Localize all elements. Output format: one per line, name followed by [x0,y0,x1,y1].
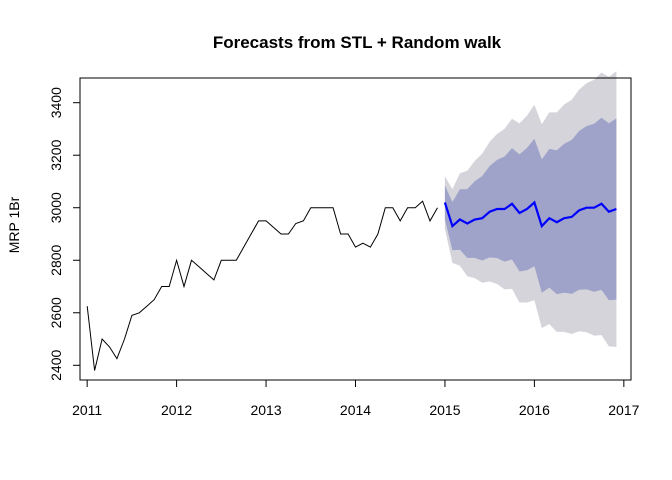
y-tick-label: 2800 [48,244,64,275]
y-tick-label: 2400 [48,350,64,381]
y-tick-label: 3000 [48,192,64,223]
y-tick-label: 3200 [48,139,64,170]
prediction-intervals [444,71,617,347]
x-tick-label: 2011 [72,402,102,418]
series-lines [86,200,617,371]
y-tick-label: 3400 [48,87,64,118]
x-tick-label: 2012 [161,402,192,418]
x-axis: 2011 2012 2013 2014 2015 2016 2017 [72,379,640,418]
y-axis-label: MRP 1Br [6,196,22,253]
y-axis: 2400 2600 2800 3000 3200 3400 [48,87,81,381]
x-tick-label: 2013 [250,402,281,418]
x-tick-label: 2016 [519,402,550,418]
chart-title: Forecasts from STL + Random walk [213,33,502,52]
x-tick-label: 2014 [340,402,371,418]
band-80 [444,117,617,301]
x-tick-label: 2015 [429,402,460,418]
y-tick-label: 2600 [48,297,64,328]
history-line [86,200,438,371]
x-tick-label: 2017 [608,402,639,418]
forecast-line [443,200,617,229]
